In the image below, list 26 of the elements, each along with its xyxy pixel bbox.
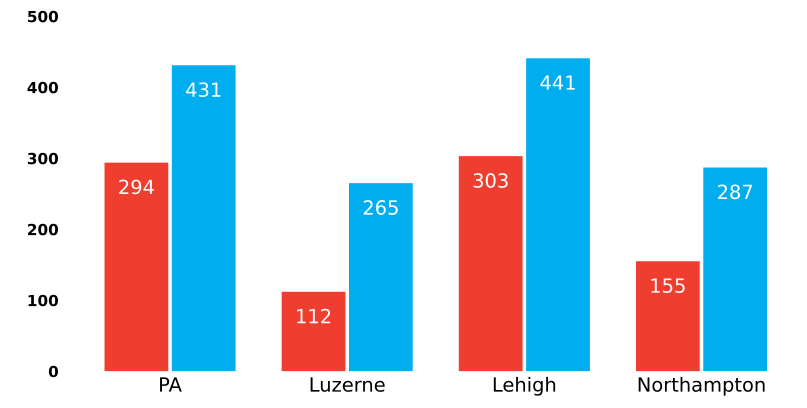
x-tick-label: Luzerne <box>310 377 385 392</box>
y-tick-label: 400 <box>28 82 58 94</box>
x-tick-label: Lehigh <box>494 376 556 396</box>
bar <box>282 292 346 372</box>
y-tick-label: 200 <box>28 224 58 236</box>
bar <box>458 156 523 372</box>
data-label: 294 <box>119 180 154 194</box>
bar <box>526 58 590 372</box>
data-label: 303 <box>474 173 508 188</box>
y-tick-label: 100 <box>28 294 58 306</box>
y-tick-label: 500 <box>28 10 58 22</box>
bar <box>703 168 768 372</box>
bar <box>636 261 700 372</box>
data-label: 265 <box>364 200 398 215</box>
data-label: 441 <box>540 75 575 90</box>
data-label: 431 <box>186 82 220 98</box>
x-tick-label: PA <box>160 377 182 392</box>
data-label: 112 <box>297 308 330 324</box>
y-tick-label: 0 <box>48 366 58 378</box>
bar <box>172 65 236 372</box>
y-tick-label: 300 <box>28 152 58 164</box>
bar <box>348 183 413 372</box>
data-label: 287 <box>718 184 752 200</box>
data-label: 155 <box>651 278 685 293</box>
x-tick-label: Northampton <box>638 376 765 396</box>
bar <box>104 162 168 372</box>
